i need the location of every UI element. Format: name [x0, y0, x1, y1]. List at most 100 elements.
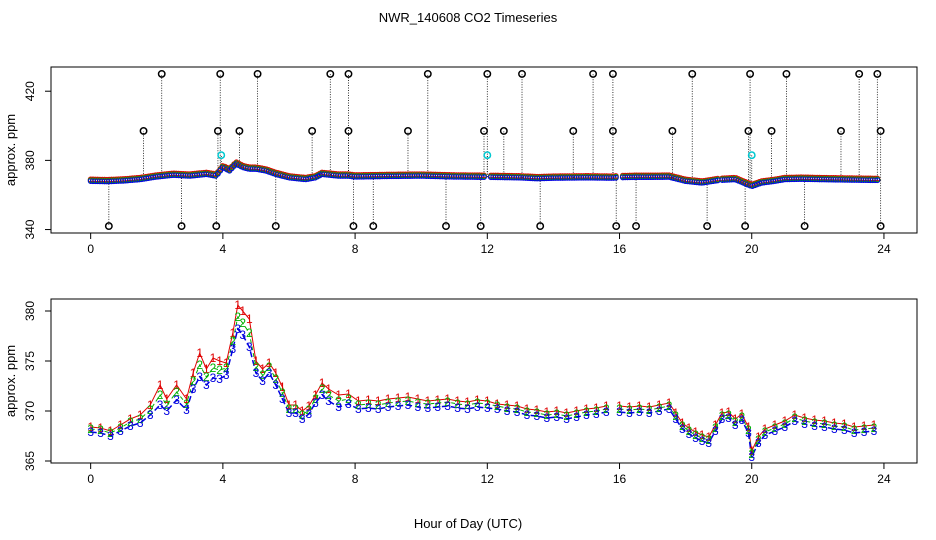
bottom-series3-marker: 3	[699, 434, 706, 448]
bottom-series1-marker: 1	[679, 416, 686, 430]
top-outlier-high-point	[483, 69, 492, 78]
bottom-series2-marker: 2	[705, 433, 712, 447]
bottom-series1-marker: 1	[272, 366, 279, 380]
bottom-series3-marker: 3	[444, 399, 451, 413]
bottom-series1-marker: 1	[616, 399, 623, 413]
bottom-series2-marker: 2	[791, 411, 798, 425]
bottom-series1-marker: 1	[345, 387, 352, 401]
bottom-series3-marker: 3	[229, 342, 236, 356]
top-flagged-point	[747, 151, 756, 160]
top-outlier-low-point	[703, 222, 712, 231]
top-outlier-mid-point	[344, 127, 353, 135]
bottom-series3-marker: 3	[163, 404, 170, 418]
top-outlier-low-point	[349, 222, 358, 231]
top-outlier-low-point	[800, 222, 809, 231]
top-outlier-mid-point	[139, 127, 148, 135]
bottom-series1-marker: 1	[484, 394, 491, 408]
bottom-series2-marker: 2	[672, 409, 679, 423]
top-y-tick-label: 420	[23, 81, 37, 101]
bottom-series2-marker: 2	[147, 403, 154, 417]
top-outlier-low-point	[442, 222, 450, 231]
top-outlier-mid-point	[569, 127, 578, 135]
bottom-series3-marker: 3	[190, 382, 197, 396]
top-outlier-high-point	[873, 69, 882, 78]
bottom-series2-marker: 2	[666, 399, 673, 413]
bottom-series3-marker: 3	[504, 404, 511, 418]
bottom-series2-marker: 2	[239, 316, 246, 330]
bottom-series1-marker: 1	[646, 400, 653, 414]
bottom-series3-marker: 3	[210, 371, 217, 385]
bottom-series2-marker: 2	[107, 426, 114, 440]
bottom-series3-marker: 3	[216, 372, 223, 386]
top-outlier-high-point	[326, 69, 335, 78]
bottom-series2-marker: 2	[494, 399, 501, 413]
top-series3-point	[874, 177, 881, 184]
bottom-series1-marker: 1	[107, 424, 114, 438]
bottom-series3-marker: 3	[755, 436, 762, 450]
bottom-series1-marker: 1	[626, 400, 633, 414]
bottom-series1-marker: 1	[229, 326, 236, 340]
bottom-series1-marker: 1	[725, 405, 732, 419]
top-outlier-high-point	[216, 69, 225, 78]
bottom-series3-marker: 3	[365, 401, 372, 415]
top-flagged-point	[217, 151, 226, 160]
bottom-series3-marker: 3	[851, 426, 858, 440]
bottom-series3-marker: 3	[434, 400, 441, 414]
bottom-series1-marker: 1	[253, 354, 260, 368]
bottom-series1-marker: 1	[583, 402, 590, 416]
bottom-series2-marker: 2	[534, 406, 541, 420]
bottom-series3-marker: 3	[335, 400, 342, 414]
top-series-points	[87, 159, 881, 189]
bottom-series1-marker: 1	[117, 418, 124, 432]
bottom-series1-marker: 1	[514, 399, 521, 413]
top-outlier-high-point	[589, 69, 598, 78]
bottom-x-tick-label: 24	[877, 472, 891, 486]
bottom-series2-marker: 2	[699, 431, 706, 445]
bottom-series2-marker: 2	[365, 397, 372, 411]
bottom-series3-marker: 3	[672, 412, 679, 426]
bottom-series2-marker: 2	[173, 385, 180, 399]
bottom-series3-marker: 3	[603, 405, 610, 419]
bottom-x-tick-label: 8	[352, 472, 359, 486]
top-ylabel: approx. ppm	[3, 114, 18, 186]
bottom-series2-marker: 2	[781, 417, 788, 431]
top-panel: approx. ppm 0 4 8 12 16 20 24 340 380 420	[3, 66, 918, 256]
bottom-series1-marker: 1	[801, 411, 808, 425]
figure-xlabel: Hour of Day (UTC)	[414, 516, 522, 531]
top-x-tick-label: 8	[352, 242, 359, 256]
top-outlier-mid-point	[767, 127, 776, 135]
bottom-series1-marker: 1	[593, 401, 600, 415]
top-outlier-low-point	[177, 222, 186, 231]
bottom-series3-marker: 3	[312, 396, 319, 410]
bottom-series3-marker: 3	[127, 419, 134, 433]
bottom-x-tick-label: 12	[481, 472, 495, 486]
bottom-series3-marker: 3	[583, 408, 590, 422]
bottom-series1-marker: 1	[553, 404, 560, 418]
top-outlier-high-point	[157, 69, 166, 78]
bottom-series2-marker: 2	[636, 402, 643, 416]
bottom-series3-marker: 3	[593, 407, 600, 421]
bottom-series2-marker: 2	[234, 310, 241, 324]
bottom-series2-marker: 2	[424, 397, 431, 411]
bottom-series1-marker: 1	[841, 417, 848, 431]
bottom-series2-marker: 2	[745, 423, 752, 437]
bottom-series3-marker: 3	[117, 424, 124, 438]
bottom-series2-marker: 2	[266, 360, 273, 374]
bottom-series1-marker: 1	[216, 354, 223, 368]
bottom-series3-marker: 3	[266, 366, 273, 380]
bottom-series2-marker: 2	[345, 392, 352, 406]
bottom-series3-marker: 3	[286, 406, 293, 420]
bottom-series1-marker: 1	[712, 418, 719, 432]
bottom-series2-marker: 2	[434, 396, 441, 410]
bottom-series3-marker: 3	[738, 413, 745, 427]
bottom-series2-marker: 2	[385, 396, 392, 410]
bottom-series2-marker: 2	[616, 402, 623, 416]
bottom-series2-marker: 2	[603, 402, 610, 416]
bottom-series3-marker: 3	[259, 374, 266, 388]
bottom-series1-marker: 1	[223, 356, 230, 370]
bottom-series2-marker: 2	[732, 415, 739, 429]
bottom-series2-marker: 2	[573, 407, 580, 421]
bottom-series1-marker: 1	[210, 351, 217, 365]
bottom-series2-marker: 2	[163, 398, 170, 412]
